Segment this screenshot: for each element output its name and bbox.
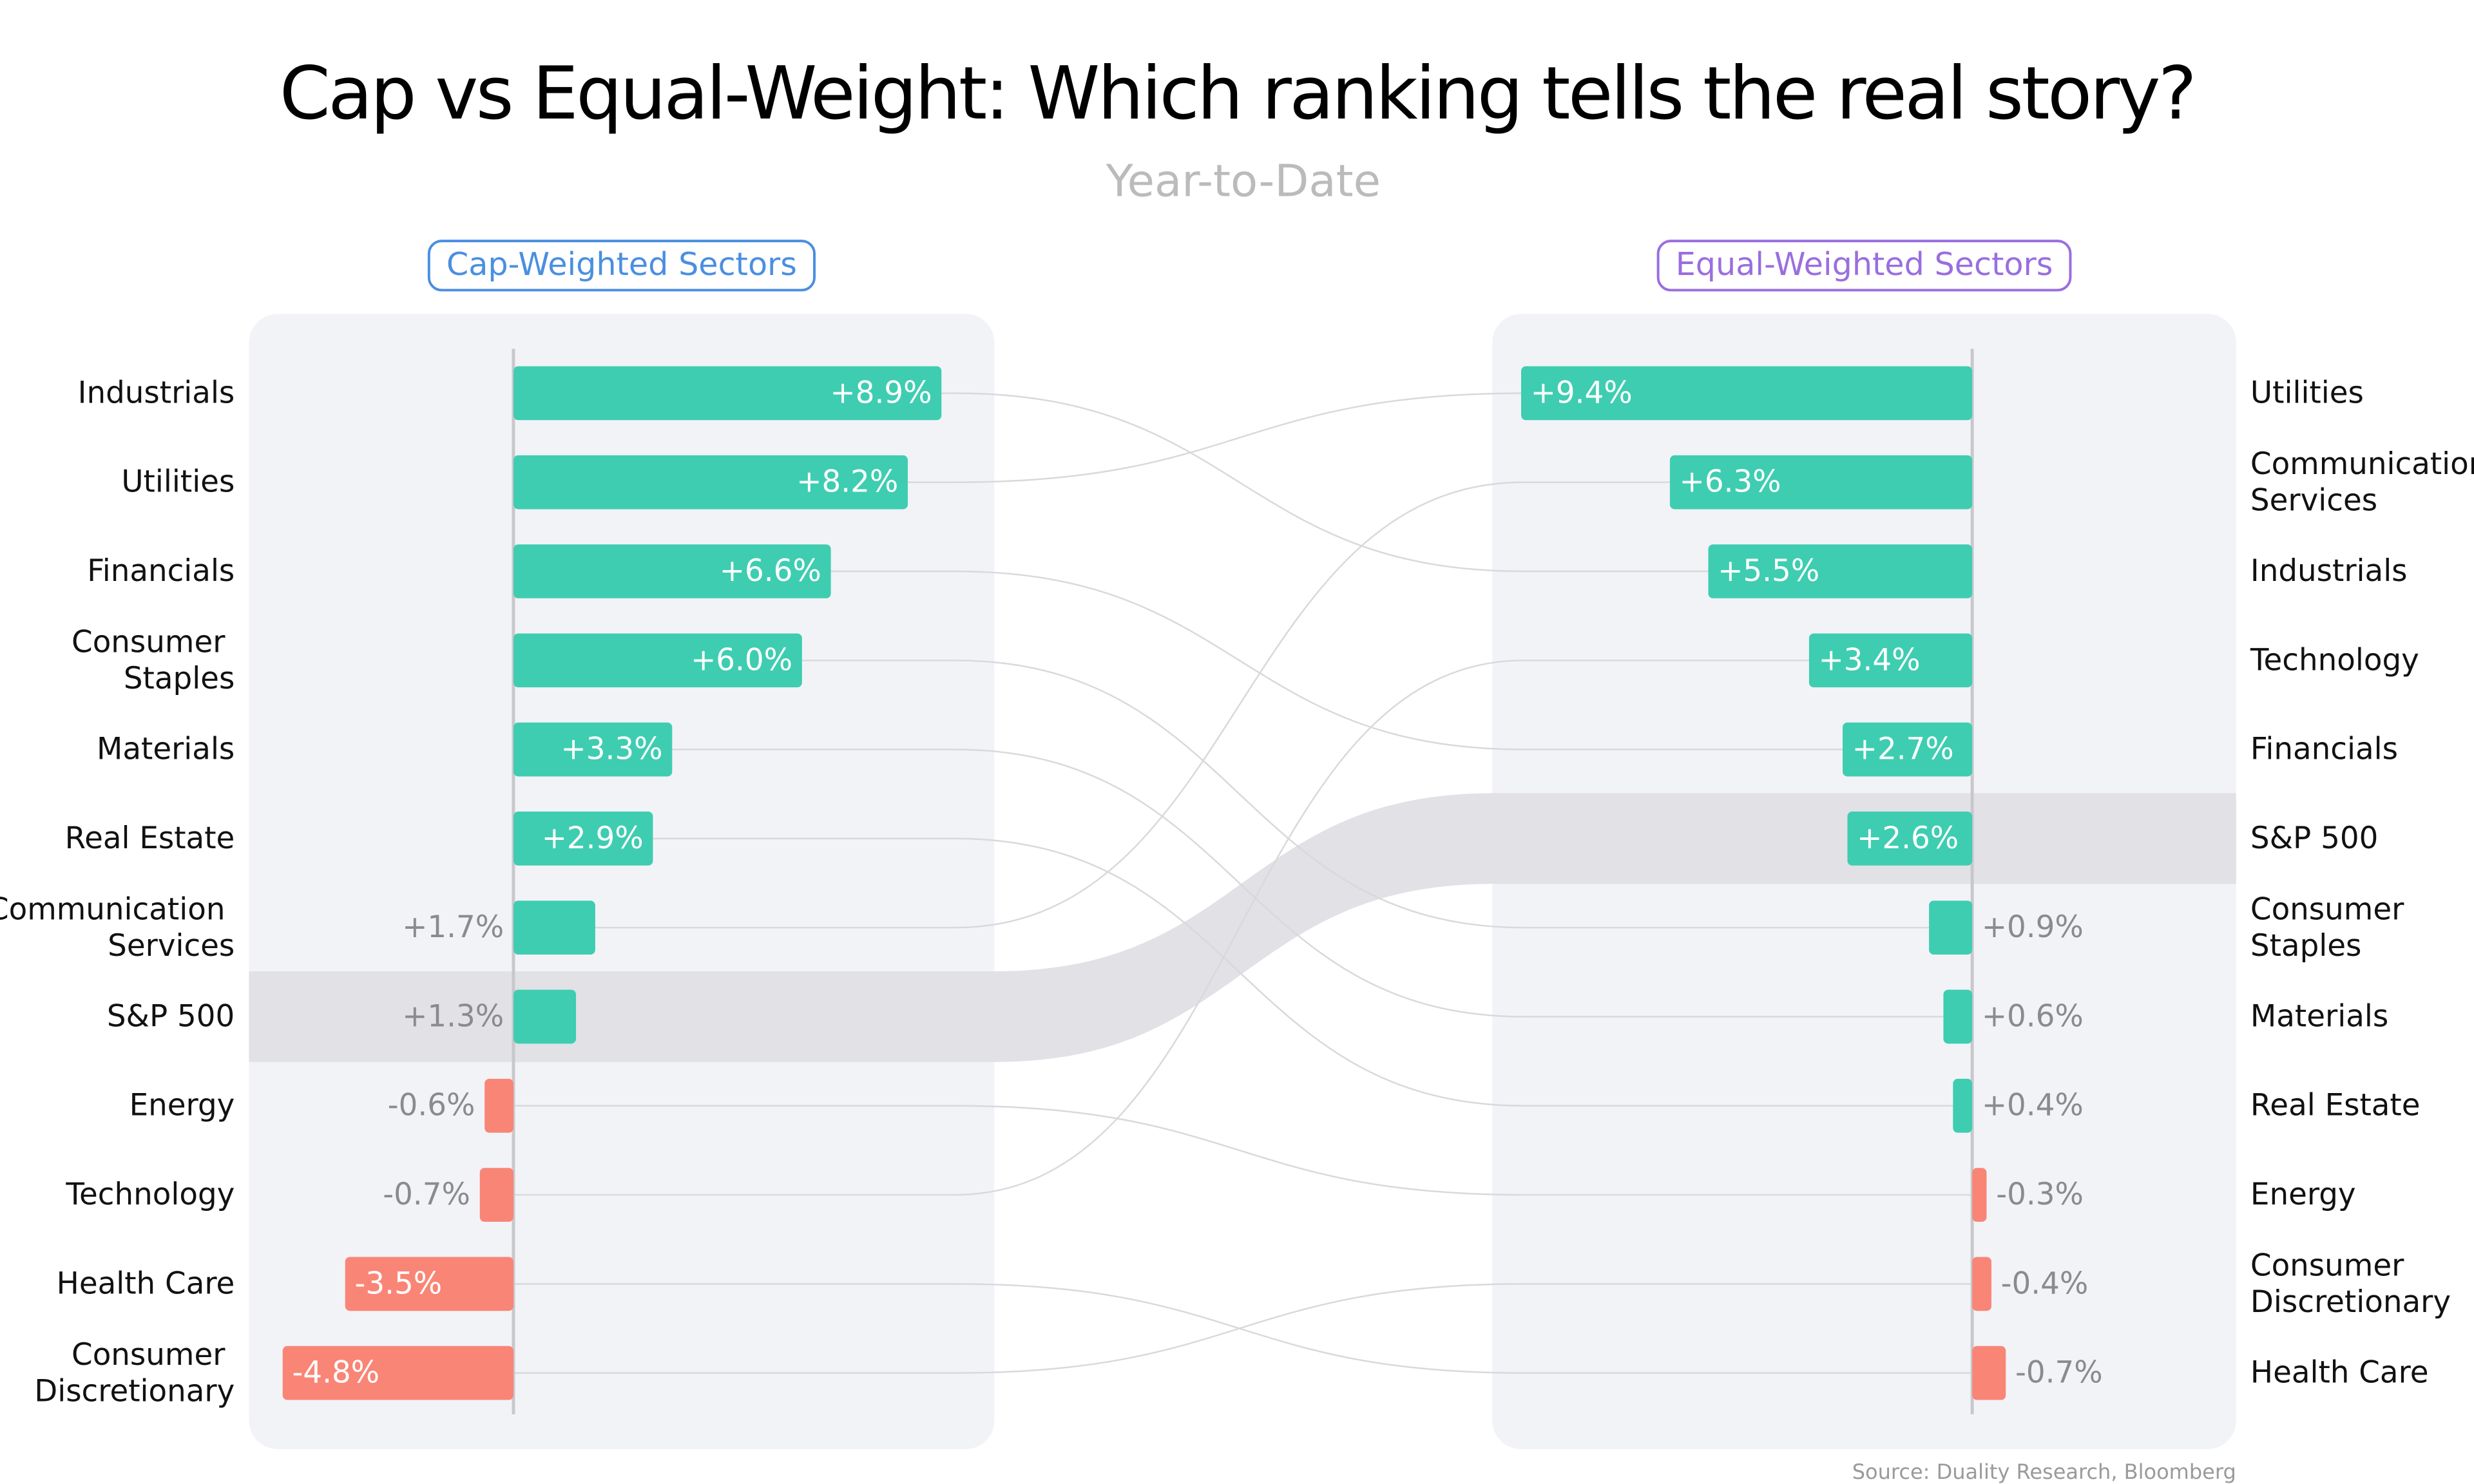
category-label: Health Care [57, 1266, 235, 1301]
value-label: -0.6% [388, 1089, 475, 1123]
bar [1972, 1257, 1991, 1311]
bar [1843, 722, 1973, 777]
value-label: +5.5% [1718, 554, 1819, 589]
category-label: Real Estate [2250, 1089, 2421, 1123]
value-label: +2.6% [1857, 821, 1959, 856]
bar [479, 1168, 513, 1222]
connector [513, 1283, 1973, 1374]
bar [1972, 1346, 2006, 1400]
links-layer [513, 392, 1973, 1374]
category-label: Industrials [78, 376, 235, 410]
connector [513, 837, 1973, 1107]
bar [345, 1257, 513, 1311]
category-label: Energy [129, 1089, 235, 1123]
category-label: Utilities [121, 465, 235, 500]
category-label: S&P 500 [107, 999, 235, 1034]
chart-title: Cap vs Equal-Weight: Which ranking tells… [280, 51, 2194, 136]
value-label: +3.3% [561, 732, 663, 767]
category-label: Consumer Discretionary [34, 1337, 235, 1409]
connector [513, 392, 1973, 573]
value-label: +6.6% [720, 554, 821, 589]
category-label: Materials [2250, 999, 2388, 1034]
source-note: Source: Duality Research, Bloomberg [1852, 1460, 2236, 1484]
category-label: Consumer Staples [72, 625, 235, 696]
category-label: Communication Services [2250, 446, 2474, 518]
value-label: +8.9% [830, 376, 932, 410]
bar [513, 989, 577, 1044]
category-label: Health Care [2250, 1356, 2429, 1391]
value-label: +6.0% [691, 643, 792, 678]
category-label: Technology [65, 1177, 235, 1212]
connector [513, 660, 1973, 929]
category-label: Technology [2250, 643, 2419, 678]
category-label: Consumer Staples [2250, 892, 2413, 964]
category-label: Communication Services [0, 892, 235, 964]
category-label: Financials [87, 554, 235, 589]
value-label: +0.4% [1982, 1089, 2084, 1123]
bar [513, 900, 595, 955]
category-label: Materials [97, 732, 235, 767]
connector [513, 1105, 1973, 1196]
panel-title: Cap-Weighted Sectors [446, 245, 797, 283]
bar [1847, 812, 1973, 866]
value-label: +1.7% [402, 910, 504, 945]
category-label: Financials [2250, 732, 2398, 767]
marks-layer: +8.9% +8.2% +6.6% +6.0% +3.3% +2.9% +1.7% +1.3%… [282, 348, 2103, 1414]
band-layer [249, 793, 2236, 1062]
highlight-band [249, 793, 2236, 1062]
value-label: -3.5% [355, 1266, 443, 1301]
category-label: Energy [2250, 1177, 2356, 1212]
category-label: Utilities [2250, 376, 2364, 410]
value-label: +0.9% [1982, 910, 2084, 945]
bar [1972, 1168, 1987, 1222]
category-label: Real Estate [65, 821, 235, 856]
value-label: -0.3% [1996, 1177, 2084, 1212]
category-label: Consumer Discretionary [2250, 1248, 2451, 1320]
bar [1708, 544, 1973, 598]
bar [513, 722, 673, 777]
connector [513, 481, 1973, 929]
connector [513, 570, 1973, 750]
bar [513, 366, 942, 421]
category-label: S&P 500 [2250, 821, 2378, 856]
bar [1669, 455, 1973, 509]
value-label: -4.8% [292, 1356, 379, 1391]
value-label: +8.2% [796, 465, 898, 500]
connector [513, 748, 1973, 1018]
value-label: +3.4% [1819, 643, 1921, 678]
bar [513, 633, 802, 688]
connector [513, 660, 1973, 1196]
bar [1953, 1078, 1973, 1133]
value-label: +1.3% [402, 999, 504, 1034]
panel-title-box [1656, 240, 2072, 292]
bar [513, 812, 653, 866]
bar [1943, 989, 1973, 1044]
value-label: +9.4% [1531, 376, 1633, 410]
panel-title-box [427, 240, 816, 292]
bar [513, 544, 831, 598]
chart-subtitle: Year-to-Date [1106, 156, 1381, 207]
value-label: +2.9% [542, 821, 644, 856]
bar [513, 455, 908, 509]
value-label: +6.3% [1680, 465, 1781, 500]
value-label: -0.7% [383, 1177, 470, 1212]
bar [1808, 633, 1973, 688]
bar [282, 1346, 513, 1400]
panel-title: Equal-Weighted Sectors [1676, 245, 2053, 283]
category-label: Industrials [2250, 554, 2408, 589]
bar [484, 1078, 513, 1133]
bar [1520, 366, 1973, 421]
bar [1929, 900, 1973, 955]
connector [513, 392, 1973, 483]
value-label: +2.7% [1852, 732, 1954, 767]
value-label: -0.4% [2001, 1266, 2089, 1301]
value-label: -0.7% [2015, 1356, 2103, 1391]
value-label: +0.6% [1982, 999, 2084, 1034]
